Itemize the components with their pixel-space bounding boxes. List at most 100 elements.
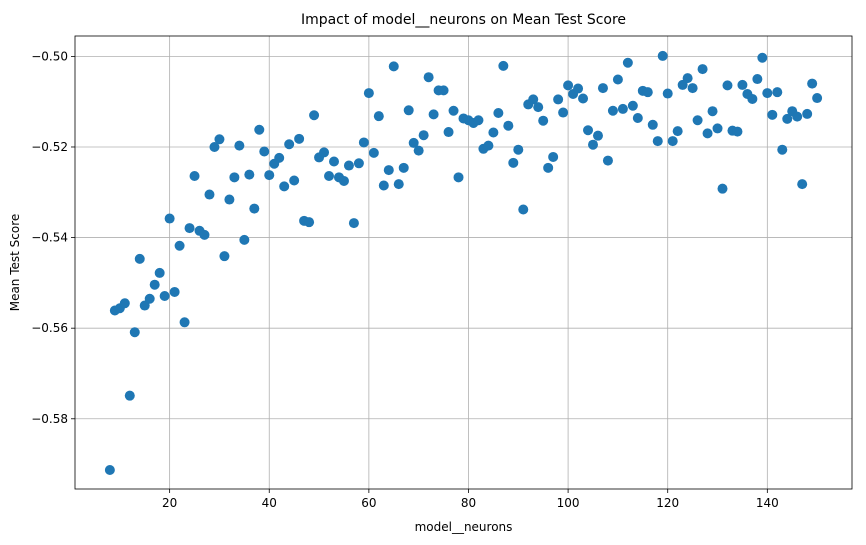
data-point	[358, 137, 369, 148]
data-point	[538, 115, 549, 126]
x-tick-label: 80	[461, 496, 476, 510]
data-point	[149, 279, 160, 290]
data-point	[772, 87, 783, 98]
data-point	[209, 141, 220, 152]
data-point	[124, 390, 135, 401]
data-point	[483, 140, 494, 151]
data-point	[747, 93, 758, 104]
data-point	[553, 94, 564, 105]
data-point	[672, 126, 683, 137]
data-point	[294, 133, 305, 144]
data-point	[682, 73, 693, 84]
data-point	[428, 109, 439, 120]
data-point	[224, 194, 235, 205]
data-point	[184, 223, 195, 234]
x-axis-ticks: 20 40 60 80 100 120 140	[162, 489, 779, 510]
data-point	[324, 170, 335, 181]
data-point	[503, 120, 514, 131]
y-axis-ticks: −0.58 −0.56 −0.54 −0.52 −0.50	[31, 49, 75, 426]
data-point	[518, 204, 529, 215]
data-point	[667, 136, 678, 147]
data-point	[169, 286, 180, 297]
data-point	[159, 291, 170, 302]
data-point	[717, 183, 728, 194]
data-point	[737, 79, 748, 90]
data-point	[752, 74, 763, 85]
data-point	[338, 175, 349, 186]
data-point	[304, 217, 315, 228]
data-point	[592, 130, 603, 141]
data-point	[692, 115, 703, 126]
data-point	[393, 179, 404, 190]
data-point	[767, 109, 778, 120]
y-tick-label: −0.50	[31, 49, 68, 63]
data-point	[249, 203, 260, 214]
data-point	[573, 83, 584, 94]
data-point	[383, 165, 394, 176]
data-point	[488, 127, 499, 138]
data-point	[792, 111, 803, 122]
data-point	[164, 213, 175, 224]
data-point	[812, 93, 823, 104]
data-point	[802, 108, 813, 119]
data-point	[622, 57, 633, 68]
data-point	[473, 115, 484, 126]
data-point	[259, 146, 270, 157]
data-point	[448, 105, 459, 116]
data-point	[588, 139, 598, 150]
y-axis-label: Mean Test Score	[8, 214, 22, 312]
data-point	[438, 85, 449, 96]
x-tick-label: 140	[756, 496, 779, 510]
data-point	[807, 78, 818, 89]
data-point	[408, 137, 419, 148]
data-point	[214, 134, 225, 145]
data-point	[388, 61, 399, 72]
data-point	[493, 108, 504, 119]
data-point	[543, 162, 554, 173]
data-point	[199, 229, 210, 240]
data-point	[528, 94, 539, 105]
data-point	[319, 147, 330, 158]
data-point	[368, 147, 379, 158]
data-point	[254, 124, 265, 135]
data-point	[229, 172, 240, 183]
data-point	[284, 139, 295, 150]
data-point	[732, 126, 743, 137]
data-point	[189, 170, 200, 181]
data-point	[597, 83, 608, 94]
y-tick-label: −0.52	[31, 140, 68, 154]
plot-frame	[74, 35, 853, 490]
data-point	[757, 52, 768, 63]
data-point	[219, 251, 230, 262]
data-point	[343, 160, 354, 171]
data-point	[129, 327, 140, 338]
data-point	[777, 144, 788, 155]
y-tick-label: −0.56	[31, 321, 68, 335]
data-point	[722, 80, 733, 91]
data-point	[558, 107, 569, 118]
data-point	[707, 106, 718, 117]
data-point	[652, 136, 663, 147]
data-point	[697, 64, 708, 75]
data-point	[353, 158, 364, 169]
data-point	[274, 152, 285, 163]
data-point	[712, 123, 723, 134]
data-point	[378, 180, 389, 191]
data-point	[234, 140, 245, 151]
data-point	[134, 253, 145, 264]
y-tick-label: −0.54	[31, 231, 68, 245]
x-tick-label: 60	[361, 496, 376, 510]
data-point	[348, 218, 359, 229]
data-points	[104, 50, 823, 475]
data-point	[398, 162, 409, 173]
data-point	[329, 156, 339, 167]
x-tick-label: 100	[557, 496, 580, 510]
data-point	[239, 234, 250, 245]
data-point	[797, 179, 808, 190]
data-point	[244, 169, 255, 180]
data-point	[423, 72, 434, 83]
data-point	[642, 87, 653, 98]
data-point	[627, 100, 638, 111]
